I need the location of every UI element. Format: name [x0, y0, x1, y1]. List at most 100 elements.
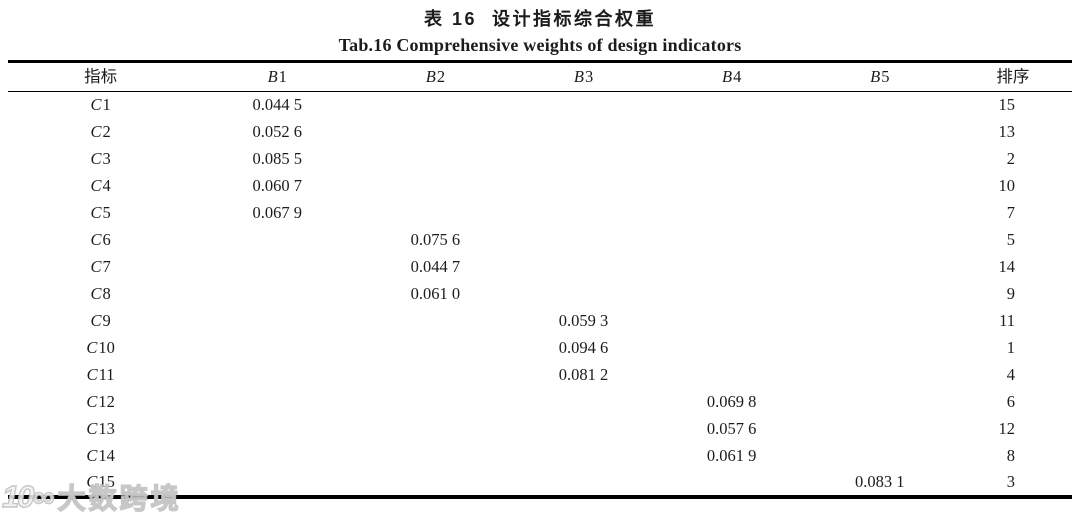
- weight-cell-b4: 0.061 9: [706, 445, 757, 465]
- table-row: C1 0.044 5 15: [8, 92, 1072, 119]
- weight-cell-b2: [361, 416, 509, 443]
- rank-cell: 1: [1006, 337, 1015, 357]
- weight-cell-b3: 0.059 3: [558, 310, 609, 330]
- weight-cell-b4: [658, 470, 806, 497]
- weight-cell-b3: [509, 254, 657, 281]
- weight-cell-b5: [806, 200, 954, 227]
- rank-cell: 15: [998, 95, 1016, 114]
- weight-cell-b1: [193, 227, 361, 254]
- weight-cell-b4: [658, 200, 806, 227]
- weight-cell-b3: 0.081 2: [558, 364, 609, 384]
- table-caption: 表 16 设计指标综合权重 Tab.16 Comprehensive weigh…: [0, 5, 1080, 56]
- weight-cell-b5: [806, 281, 954, 308]
- weight-cell-b4: [658, 281, 806, 308]
- weight-cell-b1: [193, 470, 361, 497]
- weight-cell-b1: [193, 308, 361, 335]
- table-row: C13 0.057 6 12: [8, 416, 1072, 443]
- weight-cell-b4: [658, 173, 806, 200]
- indicator-cell: C14: [86, 445, 115, 465]
- weight-cell-b2: [361, 308, 509, 335]
- weight-cell-b1: [193, 254, 361, 281]
- indicator-cell: C11: [86, 364, 115, 384]
- weight-cell-b3: [509, 281, 657, 308]
- rank-cell: 13: [998, 121, 1016, 141]
- weight-cell-b2: [361, 362, 509, 389]
- indicator-cell: C5: [90, 202, 111, 222]
- indicator-cell: C2: [90, 121, 111, 141]
- weight-cell-b1: [193, 335, 361, 362]
- rank-cell: 9: [1006, 283, 1015, 303]
- indicator-cell: C15: [86, 471, 115, 491]
- indicator-cell: C7: [90, 256, 111, 276]
- weight-cell-b4: [658, 146, 806, 173]
- weight-cell-b2: [361, 173, 509, 200]
- rank-cell: 6: [1006, 391, 1015, 411]
- indicator-cell: C3: [90, 148, 111, 168]
- weight-cell-b4: [658, 335, 806, 362]
- caption-english: Tab.16 Comprehensive weights of design i…: [338, 35, 742, 55]
- weight-cell-b3: [509, 443, 657, 470]
- weight-cell-b1: [193, 443, 361, 470]
- table-row: C3 0.085 5 2: [8, 146, 1072, 173]
- table-row: C14 0.061 9 8: [8, 443, 1072, 470]
- weight-cell-b5: [806, 92, 954, 119]
- rank-cell: 2: [1006, 148, 1015, 168]
- table-row: C2 0.052 6 13: [8, 119, 1072, 146]
- rank-cell: 5: [1006, 229, 1015, 249]
- weight-cell-b2: [361, 92, 509, 119]
- column-header-indicator: 指标: [84, 66, 118, 86]
- weight-cell-b3: [509, 416, 657, 443]
- header-row: 指标 B1 B2 B3 B4 B5 排序: [8, 62, 1072, 92]
- weight-cell-b2: 0.075 6: [410, 229, 461, 249]
- weight-cell-b3: [509, 92, 657, 119]
- table-row: C5 0.067 9 7: [8, 200, 1072, 227]
- weight-cell-b3: [509, 389, 657, 416]
- weight-cell-b4: [658, 254, 806, 281]
- weight-cell-b1: 0.060 7: [252, 175, 303, 195]
- indicator-cell: C9: [90, 310, 111, 330]
- weight-cell-b3: [509, 173, 657, 200]
- weight-cell-b5: [806, 389, 954, 416]
- weight-cell-b5: [806, 416, 954, 443]
- indicator-cell: C10: [86, 337, 115, 357]
- weight-cell-b2: [361, 443, 509, 470]
- weight-cell-b2: [361, 146, 509, 173]
- weight-cell-b5: [806, 119, 954, 146]
- weight-cell-b4: [658, 92, 806, 119]
- weight-cell-b3: [509, 470, 657, 497]
- weight-cell-b5: [806, 227, 954, 254]
- weight-cell-b2: [361, 200, 509, 227]
- weight-cell-b3: [509, 227, 657, 254]
- rank-cell: 4: [1006, 364, 1015, 384]
- weight-cell-b1: [193, 389, 361, 416]
- indicator-cell: C8: [90, 283, 111, 303]
- column-header-b1: B1: [267, 66, 287, 86]
- weight-cell-b3: [509, 146, 657, 173]
- weight-cell-b1: [193, 362, 361, 389]
- indicator-cell: C12: [86, 391, 115, 411]
- weight-cell-b1: [193, 281, 361, 308]
- weights-table-container: 指标 B1 B2 B3 B4 B5 排序 C1 0.044 5 15 C2 0.052 6 13 C3…: [8, 60, 1072, 499]
- column-header-b5: B5: [870, 66, 890, 86]
- column-header-b2: B2: [425, 66, 446, 86]
- table-row: C7 0.044 7 14: [8, 254, 1072, 281]
- indicator-cell: C13: [86, 418, 115, 438]
- weight-cell-b2: [361, 470, 509, 497]
- weight-cell-b4: 0.069 8: [706, 391, 757, 411]
- weight-cell-b4: [658, 227, 806, 254]
- rank-cell: 7: [1006, 202, 1015, 222]
- table-row: C15 0.083 1 3: [8, 470, 1072, 497]
- weight-cell-b5: [806, 362, 954, 389]
- rank-cell: 8: [1006, 445, 1015, 465]
- weight-cell-b5: 0.083 1: [855, 471, 905, 491]
- table-body: C1 0.044 5 15 C2 0.052 6 13 C3 0.085 5 2 C4 0.060 …: [8, 92, 1072, 497]
- weight-cell-b4: [658, 362, 806, 389]
- weight-cell-b4: [658, 308, 806, 335]
- weight-cell-b5: [806, 173, 954, 200]
- weights-table: 指标 B1 B2 B3 B4 B5 排序 C1 0.044 5 15 C2 0.052 6 13 C3…: [8, 60, 1072, 499]
- weight-cell-b5: [806, 146, 954, 173]
- table-row: C4 0.060 7 10: [8, 173, 1072, 200]
- weight-cell-b3: 0.094 6: [558, 337, 609, 357]
- caption-chinese: 表 16 设计指标综合权重: [423, 9, 657, 29]
- weight-cell-b3: [509, 119, 657, 146]
